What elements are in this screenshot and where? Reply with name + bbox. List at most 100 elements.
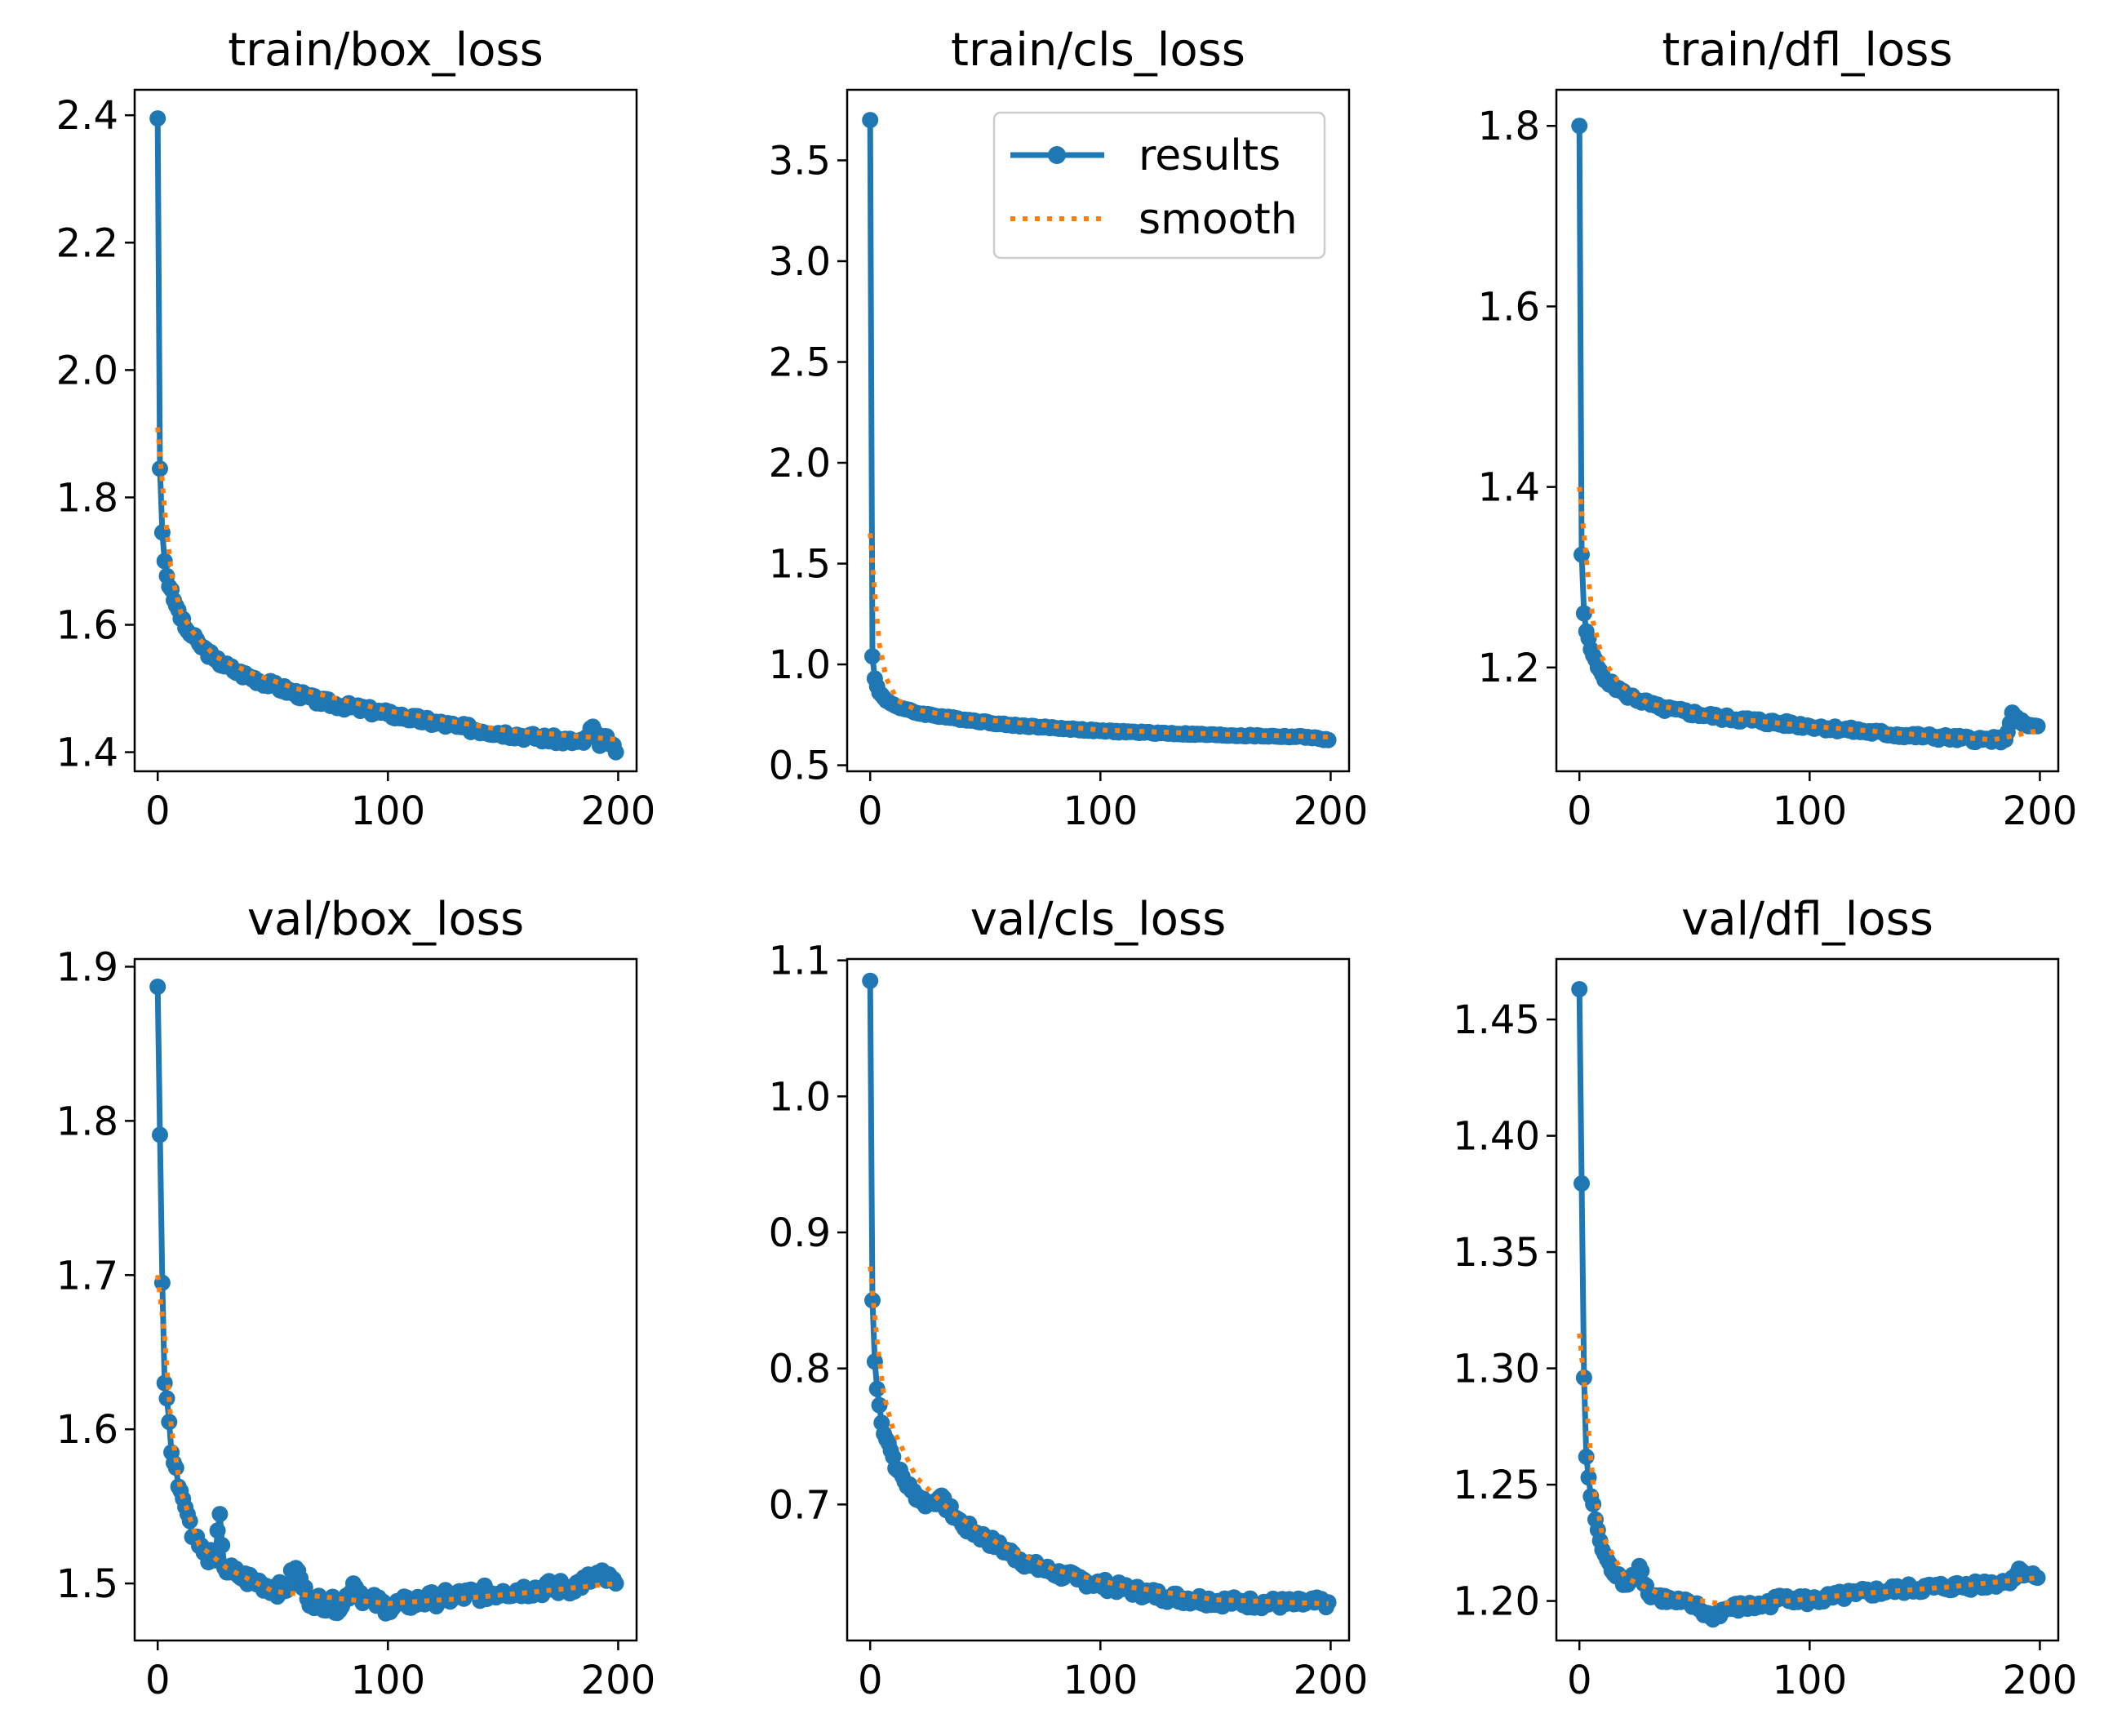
y-tick-label: 1.5 (56, 1561, 118, 1607)
results-point (1571, 981, 1588, 997)
y-tick-label: 0.5 (769, 744, 831, 789)
chart-panel-train-dfl-loss: train/dfl_loss 1.2 1.4 1.6 1.8 0 100 200 (1478, 24, 2078, 834)
results-point (214, 1537, 231, 1554)
y-tick-label: 1.9 (56, 944, 118, 990)
results-point (1320, 731, 1337, 748)
y-tick-label: 1.0 (769, 1074, 831, 1120)
x-tick-label: 100 (1773, 1658, 1848, 1703)
results-point (607, 1575, 624, 1592)
results-point (862, 112, 879, 129)
y-tick-label: 1.1 (769, 939, 831, 984)
y-tick-label: 0.8 (769, 1347, 831, 1392)
plot-area (149, 979, 624, 1622)
x-tick-label: 100 (351, 1658, 426, 1703)
results-point (607, 744, 624, 761)
smooth-series-line (155, 427, 616, 742)
chart-title: val/box_loss (247, 893, 524, 946)
x-tick-label: 200 (1294, 788, 1369, 834)
chart-title: val/cls_loss (970, 893, 1227, 946)
x-tick-label: 200 (581, 1658, 656, 1703)
legend-results-marker (1048, 146, 1066, 164)
y-tick-label: 1.30 (1453, 1347, 1540, 1392)
axes-frame (1555, 957, 2060, 1642)
legend: results smooth (992, 111, 1326, 260)
x-tick-label: 200 (2003, 788, 2078, 834)
axes-frame (1555, 88, 2060, 773)
chart-panel-val-dfl-loss: val/dfl_loss 1.20 1.25 1.30 1.35 1.40 1.45 0 100… (1453, 893, 2077, 1703)
y-tick-label: 1.45 (1453, 997, 1540, 1043)
results-series-line (1576, 988, 2039, 1623)
results-point (1575, 605, 1592, 622)
axes-frame (846, 88, 1351, 773)
x-tick-label: 0 (1567, 1658, 1592, 1703)
y-tick-label: 1.4 (1478, 465, 1540, 511)
x-tick-label: 200 (581, 788, 656, 834)
results-point (1574, 1175, 1590, 1192)
results-point (149, 110, 166, 127)
y-tick-label: 1.0 (769, 642, 831, 688)
x-tick-label: 0 (858, 1658, 883, 1703)
y-tick-label: 1.6 (1478, 284, 1540, 330)
x-tick-label: 0 (145, 1658, 171, 1703)
y-tick-label: 2.2 (56, 220, 118, 266)
results-point (209, 1522, 226, 1539)
results-point (862, 972, 879, 989)
y-tick-label: 3.0 (769, 239, 831, 285)
y-tick-label: 1.8 (1478, 104, 1540, 149)
y-tick-label: 1.8 (56, 475, 118, 521)
chart-panel-train-box-loss: train/box_loss 1.4 1.6 1.8 2.0 2.2 2.4 0 100 200 (56, 24, 656, 834)
y-tick-label: 1.7 (56, 1253, 118, 1299)
x-tick-label: 200 (2003, 1658, 2078, 1703)
results-point (1571, 118, 1588, 135)
legend-label-smooth: smooth (1139, 195, 1298, 244)
y-tick-label: 1.4 (56, 730, 118, 776)
smooth-series-line (1577, 1333, 2038, 1606)
plot-area (1571, 981, 2046, 1628)
y-tick-label: 1.20 (1453, 1579, 1540, 1625)
plot-area (862, 112, 1337, 748)
smooth-series-line (1577, 486, 2039, 743)
y-tick-label: 1.5 (769, 542, 831, 588)
plot-area (862, 972, 1337, 1617)
y-tick-label: 1.40 (1453, 1114, 1540, 1160)
x-tick-label: 100 (1063, 788, 1139, 834)
x-tick-label: 200 (1294, 1658, 1369, 1703)
x-tick-label: 0 (145, 788, 171, 834)
y-tick-label: 1.2 (1478, 646, 1540, 691)
axes-frame (846, 957, 1351, 1642)
y-tick-label: 2.4 (56, 93, 118, 139)
results-point (864, 648, 881, 665)
x-tick-label: 0 (858, 788, 883, 834)
chart-title: val/dfl_loss (1681, 893, 1933, 946)
results-point (1578, 1448, 1595, 1465)
chart-title: train/cls_loss (951, 24, 1245, 77)
results-series-line (1576, 126, 2039, 745)
y-tick-label: 2.0 (56, 348, 118, 393)
results-point (152, 1126, 168, 1143)
smooth-series-line (868, 1266, 1329, 1606)
y-tick-label: 0.9 (769, 1210, 831, 1256)
x-tick-label: 100 (1063, 1658, 1139, 1703)
legend-label-results: results (1139, 131, 1281, 180)
plot-area (1571, 118, 2046, 751)
chart-title: train/dfl_loss (1662, 24, 1952, 77)
plot-area (149, 110, 624, 761)
y-tick-label: 1.6 (56, 603, 118, 649)
results-point (1575, 1370, 1592, 1386)
results-point (211, 1506, 229, 1523)
y-tick-label: 1.6 (56, 1407, 118, 1453)
chart-panel-val-cls-loss: val/cls_loss 0.7 0.8 0.9 1.0 1.1 0 100 200 (769, 893, 1369, 1703)
y-tick-label: 2.0 (769, 441, 831, 486)
y-tick-label: 1.35 (1453, 1230, 1540, 1276)
x-tick-label: 100 (351, 788, 426, 834)
results-series-line (154, 986, 619, 1617)
results-point (149, 979, 166, 995)
smooth-series-line (155, 1274, 616, 1606)
chart-panel-val-box-loss: val/box_loss 1.5 1.6 1.7 1.8 1.9 0 100 200 (56, 893, 656, 1703)
y-tick-label: 0.7 (769, 1482, 831, 1528)
y-tick-label: 1.25 (1453, 1463, 1540, 1508)
y-tick-label: 1.8 (56, 1099, 118, 1144)
legend-box (992, 111, 1326, 260)
results-point (2029, 1570, 2046, 1587)
